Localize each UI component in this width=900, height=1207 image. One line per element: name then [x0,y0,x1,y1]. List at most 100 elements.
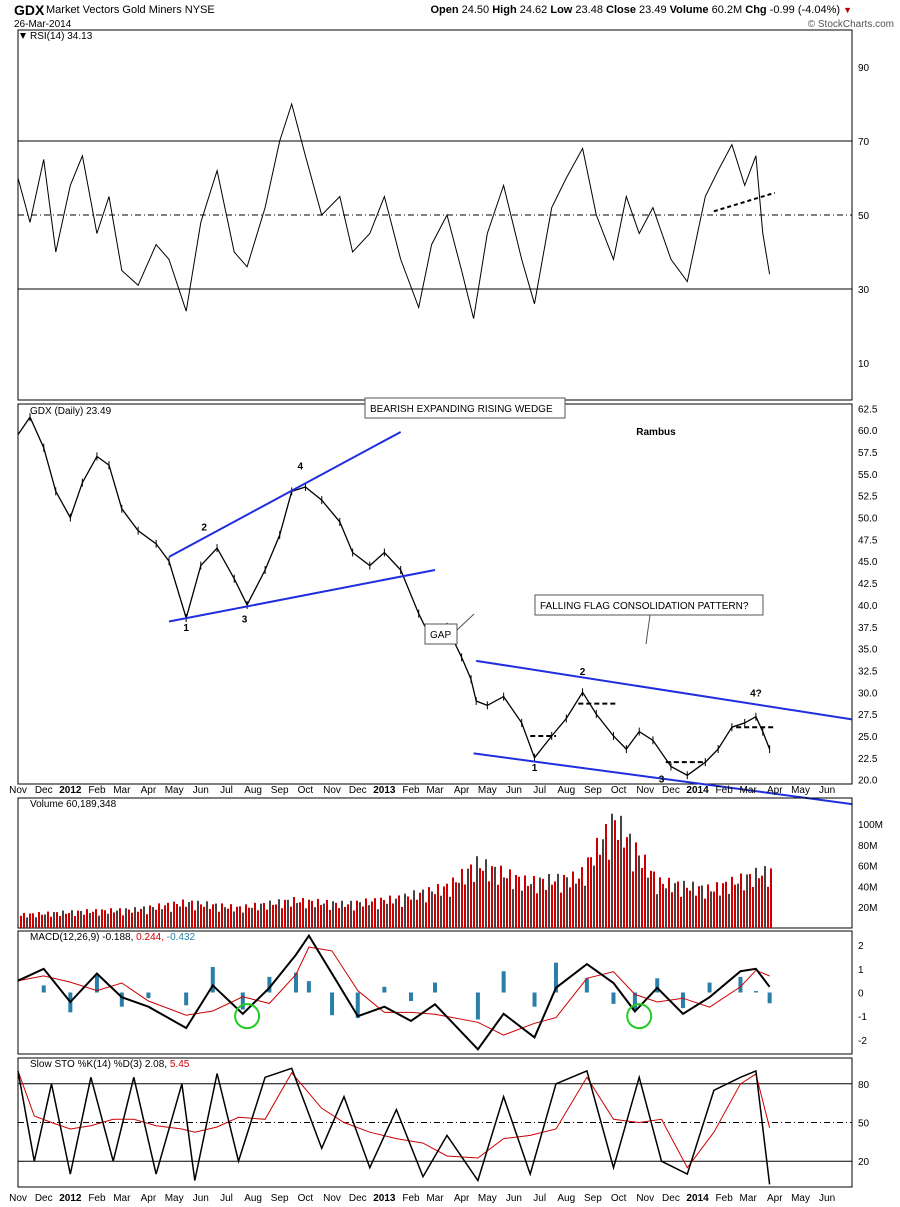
volume-bar [653,871,655,928]
volume-bar [413,890,415,928]
volume-bar [761,875,763,928]
high-label: High [492,4,517,16]
price-x-tick: Apr [454,785,470,796]
price-x-tick: 2014 [686,785,709,796]
volume-bar [566,877,568,928]
trendline [476,659,853,721]
price-panel [17,403,853,785]
macd-histogram-bar [306,981,311,993]
volume-bar [386,903,388,928]
volume-bar [707,884,709,928]
stochastic-x-tick: 2014 [686,1193,709,1204]
price-y-tick: 20.0 [858,776,878,787]
macd-histogram-bar [240,992,245,1010]
volume-bar [728,893,730,928]
stochastic-d-line [17,1070,771,1169]
stochastic-x-tick: Mar [740,1193,758,1204]
volume-bar [314,907,316,928]
price-x-tick: Aug [244,785,262,796]
volume-bar [737,883,739,928]
volume-bar [47,911,49,928]
stochastic-x-tick: Feb [88,1193,106,1204]
volume-bar [725,881,727,928]
volume-bar [104,910,106,928]
volume-bar [563,874,565,928]
change-label: Chg [745,4,767,16]
stochastic-x-tick: Mar [426,1193,444,1204]
high-value: 24.62 [519,4,548,16]
volume-bar [29,913,31,928]
wave-label: 4? [750,689,762,700]
volume-y-tick: 40M [858,882,877,893]
volume-bar [527,885,529,928]
price-x-tick: Sep [271,785,289,796]
volume-bar [23,912,25,928]
volume-bar [275,904,277,928]
volume-bar [620,815,622,928]
volume-bar [623,847,625,928]
price-y-tick: 35.0 [858,645,878,656]
macd-histogram-bar [294,972,298,993]
stochastic-x-tick: 2013 [373,1193,396,1204]
price-y-tick: 62.5 [858,404,878,415]
macd-histogram-bar [330,992,335,1016]
volume-bar [230,904,232,928]
volume-bar [545,889,547,928]
price-x-tick: May [165,785,184,796]
volume-bar [281,908,283,928]
volume-bar [317,898,319,928]
volume-bar [455,882,457,928]
volume-bar [167,902,169,928]
stochastic-x-tick: Nov [9,1193,27,1204]
price-y-tick: 55.0 [858,470,878,481]
volume-bar [278,899,280,928]
volume-bar [626,837,628,928]
volume-bar [695,895,697,928]
price-y-tick: 37.5 [858,623,878,634]
volume-bar [377,909,379,928]
volume-bar [506,878,508,928]
volume-bar [674,883,676,928]
volume-bar [137,911,139,928]
macd-histogram-bar [355,992,360,1019]
volume-bar [764,866,766,928]
volume-bar [701,885,703,928]
volume-bar [560,892,562,928]
price-y-tick: 32.5 [858,666,878,677]
volume-bar [524,875,526,928]
volume-bar [59,916,61,928]
volume-bar [479,868,481,928]
macd-signal-line [17,946,770,1036]
volume-bar [617,839,619,928]
symbol: GDX [14,2,45,18]
volume-bar [350,900,352,928]
price-x-tick: Mar [740,785,758,796]
macd-histogram-bar [408,992,413,1002]
volume-bar [239,906,241,928]
stochastic-x-tick: May [791,1193,810,1204]
volume-bar [680,896,682,928]
volume-bar [191,900,193,928]
volume-bar [428,887,430,928]
stochastic-x-tick: Jun [819,1193,835,1204]
volume-bar [485,859,487,928]
volume-bar [269,900,271,928]
macd-histogram-bar [553,962,558,993]
volume-bar [50,916,52,928]
macd-y-tick: -2 [858,1036,867,1047]
volume-bar [194,910,196,928]
volume-bar [407,896,409,928]
macd-y-tick: 0 [858,989,864,1000]
volume-y-tick: 60M [858,862,877,873]
macd-title-part: -0.188, [102,932,136,943]
volume-bar [374,898,376,928]
callout-box [364,397,566,419]
volume-bar [458,882,460,928]
volume-bar [101,909,103,928]
volume-bar [299,902,301,928]
volume-bar [122,915,124,928]
volume-bar [752,887,754,928]
macd-histogram-bar [433,982,437,993]
stochastic-y-tick: 80 [858,1080,870,1091]
price-y-tick: 47.5 [858,535,878,546]
